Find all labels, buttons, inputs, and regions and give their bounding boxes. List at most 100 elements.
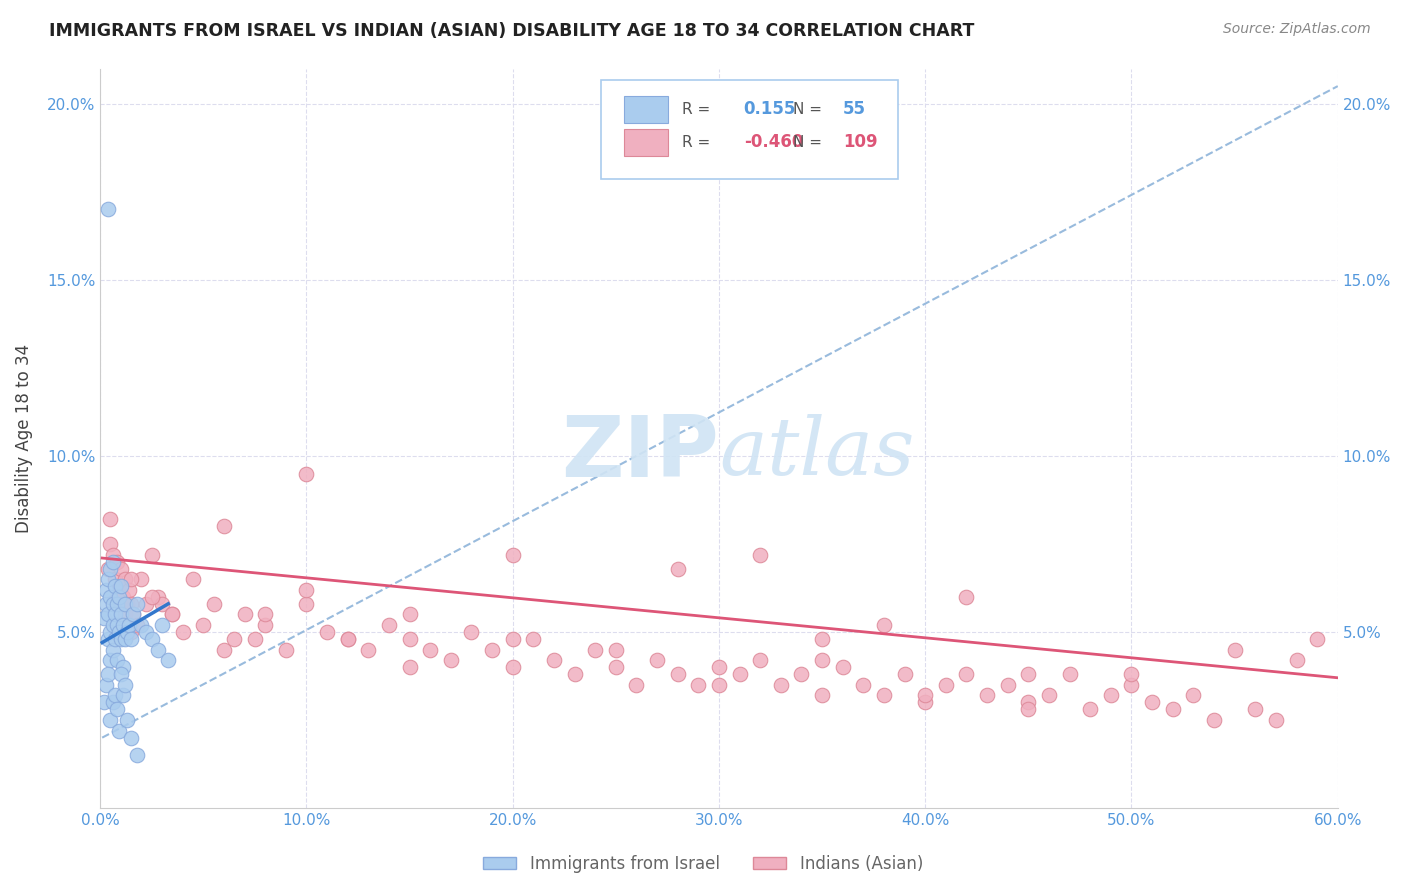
Point [976,689,998,703]
Point [295,467,318,481]
Point [107,579,129,593]
Point [111,689,134,703]
Point [103,607,125,622]
FancyBboxPatch shape [602,79,898,179]
Point [212,519,235,533]
Point [398,607,420,622]
Point [398,632,420,646]
Point [749,653,772,667]
Point [873,689,896,703]
Point [96,678,118,692]
Text: ZIP: ZIP [561,411,718,494]
Point [100,537,122,551]
Point [111,618,134,632]
Point [127,618,149,632]
Point [181,572,204,586]
Point [543,653,565,667]
Point [111,590,134,604]
Point [254,607,277,622]
Point [103,572,125,586]
Point [336,632,359,646]
Point [811,653,834,667]
Point [1306,632,1329,646]
Point [127,748,149,763]
Point [157,653,180,667]
Point [101,548,124,562]
Point [955,667,977,681]
Point [790,667,813,681]
Point [146,642,169,657]
Point [96,582,118,597]
Point [357,642,380,657]
Point [141,548,163,562]
Point [100,653,122,667]
Point [105,653,128,667]
Point [120,731,142,745]
Point [193,618,215,632]
Point [105,555,128,569]
Point [935,678,957,692]
Point [101,695,124,709]
Point [254,618,277,632]
Point [172,625,194,640]
Point [852,678,875,692]
Point [212,642,235,657]
Point [97,572,120,586]
Point [1121,667,1143,681]
Point [162,607,184,622]
Text: 0.155: 0.155 [744,100,796,119]
Point [378,618,401,632]
Point [96,597,118,611]
Point [1017,695,1039,709]
Point [440,653,463,667]
Text: Source: ZipAtlas.com: Source: ZipAtlas.com [1223,22,1371,37]
Point [707,678,730,692]
Point [336,632,359,646]
Point [97,561,120,575]
Point [769,678,792,692]
Point [101,618,124,632]
Point [522,632,544,646]
Point [749,548,772,562]
Point [114,572,136,586]
Point [1038,689,1060,703]
Point [1202,713,1225,727]
Point [120,632,142,646]
Point [728,667,751,681]
Point [110,597,132,611]
Point [233,607,256,622]
Point [114,607,136,622]
Point [481,642,503,657]
Point [645,653,668,667]
Point [120,572,142,586]
Point [141,590,163,604]
Point [707,660,730,674]
Point [115,625,138,640]
Point [100,512,122,526]
Point [150,618,173,632]
Point [115,713,138,727]
Point [955,590,977,604]
Point [1182,689,1205,703]
Point [107,590,129,604]
Point [811,689,834,703]
Point [93,611,115,625]
Point [97,632,120,646]
Point [110,667,132,681]
Point [224,632,246,646]
Text: atlas: atlas [718,415,914,491]
Point [316,625,339,640]
Point [626,678,648,692]
Point [666,561,689,575]
Point [105,702,128,716]
Point [101,597,124,611]
Point [141,632,163,646]
Point [1223,642,1246,657]
Point [1017,667,1039,681]
Point [134,625,156,640]
Point [105,597,128,611]
Point [893,667,915,681]
Point [97,667,120,681]
Point [105,590,128,604]
Point [100,561,122,575]
